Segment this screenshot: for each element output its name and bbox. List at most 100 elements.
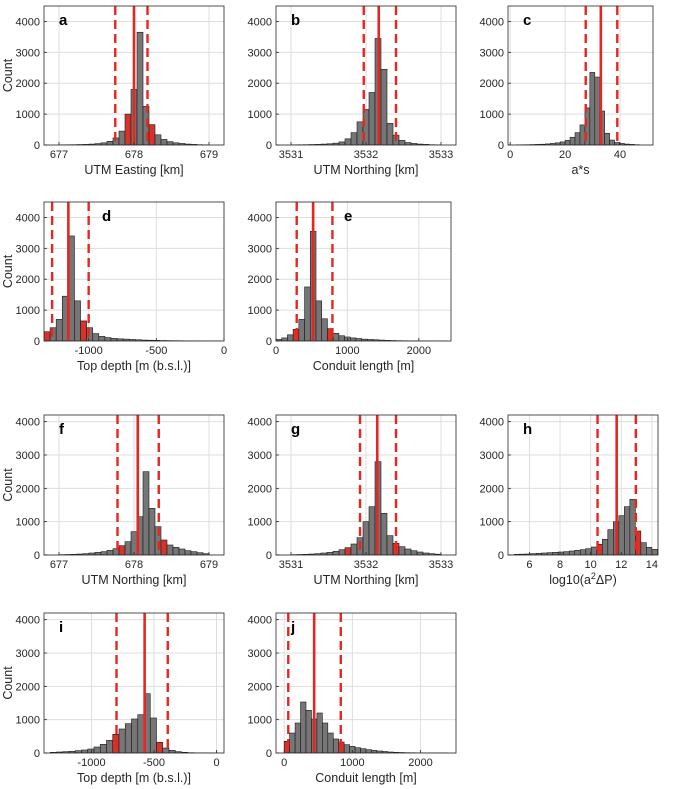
panel-a-ytick-label: 0 (34, 140, 40, 152)
panel-a-letter: a (59, 12, 68, 29)
panel-b-bar (368, 92, 376, 145)
panel-d-ytick-label: 3000 (16, 243, 40, 255)
panel-b-xtick-label: 3532 (354, 149, 378, 161)
panel-d-axes-box (43, 201, 225, 342)
panel-a-xtick-label: 677 (50, 149, 68, 161)
panel-a-bar (106, 140, 114, 145)
panel-h-xlabel: log10(a2ΔP) (549, 571, 617, 587)
panel-i-bar (118, 728, 126, 753)
panel-e-xtick-label: 0 (273, 345, 279, 357)
panel-a-ytick-label: 3000 (16, 47, 40, 59)
panel-g-bar (338, 549, 346, 555)
panel-a-bar (136, 31, 144, 145)
panel-h-bar (552, 552, 559, 555)
panel-b-bar (350, 132, 358, 145)
panel-b-bar (380, 69, 388, 145)
panel-h-ytick-label: 1000 (480, 517, 504, 529)
panel-g-bar (404, 548, 412, 555)
panel-i-bars (49, 693, 220, 753)
panel-e-bar (349, 337, 357, 341)
panel-e-xtick-label: 1000 (335, 345, 359, 357)
panel-c-bar (589, 72, 596, 145)
panel-i-xlabel: Top depth [m (b.s.l.)] (77, 771, 191, 785)
panel-i-axes-box (43, 612, 225, 754)
panel-h-ytick-label: 4000 (480, 417, 504, 429)
panel-j-xtick-label: 0 (281, 757, 287, 769)
panel-d-bar (55, 319, 63, 341)
panel-e-bar (321, 318, 328, 341)
panel-h-bar (607, 529, 614, 555)
panel-e-xtick-label: 2000 (407, 345, 431, 357)
panel-f-bar (94, 552, 102, 555)
panel-c-ytick-label: 2000 (480, 78, 504, 90)
panel-g-bar (410, 550, 418, 555)
panel-i-ytick-label: 0 (34, 748, 40, 760)
panel-c-bar (559, 141, 566, 145)
panel-d-bars (44, 235, 221, 341)
panel-j-xlabel: Conduit length [m] (315, 771, 416, 785)
panel-h-ytick-label: 0 (498, 550, 504, 562)
panel-j-bar (322, 722, 329, 753)
panel-g-bar (344, 547, 352, 555)
panel-c-ytick-label: 4000 (480, 16, 504, 28)
panel-j-xtick-label: 2000 (408, 757, 432, 769)
panel-f-bar (130, 531, 138, 555)
panel-c-bar (574, 132, 581, 145)
panel-d-xtick-label: -1000 (75, 345, 103, 357)
panel-e-bar (281, 337, 288, 341)
panel-c-letter: c (523, 12, 531, 29)
panel-e-ytick-label: 2000 (248, 274, 272, 286)
panel-f-xlabel: UTM Northing [km] (82, 573, 187, 587)
panel-j-bar (316, 712, 323, 753)
panel-c-bar (569, 136, 576, 145)
panel-h-ytick-label: 3000 (480, 450, 504, 462)
panel-h-bar (568, 550, 576, 555)
panel-i-ytick-label: 4000 (16, 615, 40, 627)
panel-a-bar (154, 134, 162, 145)
panel-i-ytick-label: 1000 (16, 715, 40, 727)
panel-g-bar (362, 521, 370, 555)
panel-h-bar (574, 550, 581, 555)
panel-h-bar (646, 547, 653, 555)
panel-c-bar (564, 140, 571, 145)
panel-j-bar (332, 738, 340, 753)
panel-g-letter: g (291, 421, 300, 438)
panel-d-xtick-label: 0 (221, 345, 227, 357)
panel-i-ytick-label: 3000 (16, 648, 40, 660)
panel-j-ytick-label: 1000 (248, 715, 272, 727)
panel-d-ytick-label: 2000 (16, 274, 40, 286)
panel-a-ytick-label: 2000 (16, 78, 40, 90)
panel-j-bar (360, 748, 367, 753)
panel-j-bar (354, 747, 361, 753)
panel-e-bar (332, 332, 340, 341)
panel-d: -1000 -500 0 0 1000 2000 3000 4000 Top depth [m … (1, 201, 227, 373)
panel-i-bar (156, 742, 164, 753)
panel-e-letter: e (344, 208, 352, 225)
panel-d-xlabel: Top depth [m (b.s.l.)] (77, 359, 191, 373)
panel-b-ytick-label: 1000 (248, 109, 272, 121)
panel-f-ytick-label: 0 (34, 550, 40, 562)
panel-g-xtick-label: 3531 (279, 559, 303, 571)
panel-j-bar (365, 749, 372, 753)
panel-i-bar (99, 744, 107, 753)
panel-c-bar (604, 132, 610, 145)
panel-e-bars (276, 231, 448, 341)
panel-g-bar (380, 513, 388, 555)
panel-a-ylabel: Count (1, 58, 15, 92)
panel-b-xlabel: UTM Northing [km] (314, 163, 419, 177)
panel-c-bar (609, 139, 615, 145)
panel-b-ytick-label: 3000 (248, 47, 272, 59)
panel-i-xtick-label: -1000 (77, 757, 105, 769)
panel-g-bar (332, 551, 340, 555)
panel-h-letter: h (523, 421, 532, 438)
panel-d-bar (98, 336, 106, 341)
panel-i-xtick-label: -500 (143, 757, 165, 769)
panel-d-bar (80, 320, 87, 341)
panel-d-letter: d (102, 208, 111, 225)
panel-g-ytick-label: 1000 (248, 517, 272, 529)
panel-i-ylabel: Count (1, 666, 15, 700)
panel-c-axes-box (507, 5, 654, 146)
panel-h: 6 8 10 12 14 0 1000 2000 3000 4000 log10(a2ΔP) h (480, 414, 659, 587)
panel-i-ytick-label: 2000 (16, 681, 40, 693)
panel-a: 677 678 679 0 1000 2000 3000 4000 UTM Easting [k… (1, 5, 225, 177)
